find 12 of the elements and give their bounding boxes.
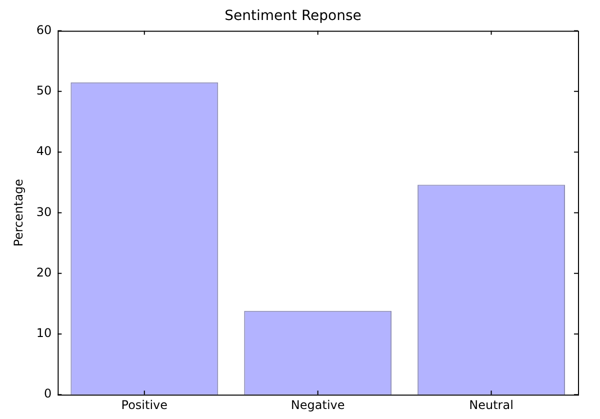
y-tick-label: 10 xyxy=(36,326,52,340)
y-tick-label: 30 xyxy=(36,204,52,219)
y-tick-label: 20 xyxy=(36,265,52,280)
y-axis-title: Percentage xyxy=(11,178,26,246)
chart-title: Sentiment Reponse xyxy=(224,8,362,24)
y-tick-label: 60 xyxy=(36,22,52,37)
x-tick-label: Negative xyxy=(290,398,345,412)
y-tick-label: 50 xyxy=(36,84,52,98)
y-tick-label: 40 xyxy=(36,144,52,158)
x-tick-label: Positive xyxy=(121,398,168,412)
x-tick-label: Neutral xyxy=(469,398,514,412)
y-tick-label: 0 xyxy=(44,386,52,401)
